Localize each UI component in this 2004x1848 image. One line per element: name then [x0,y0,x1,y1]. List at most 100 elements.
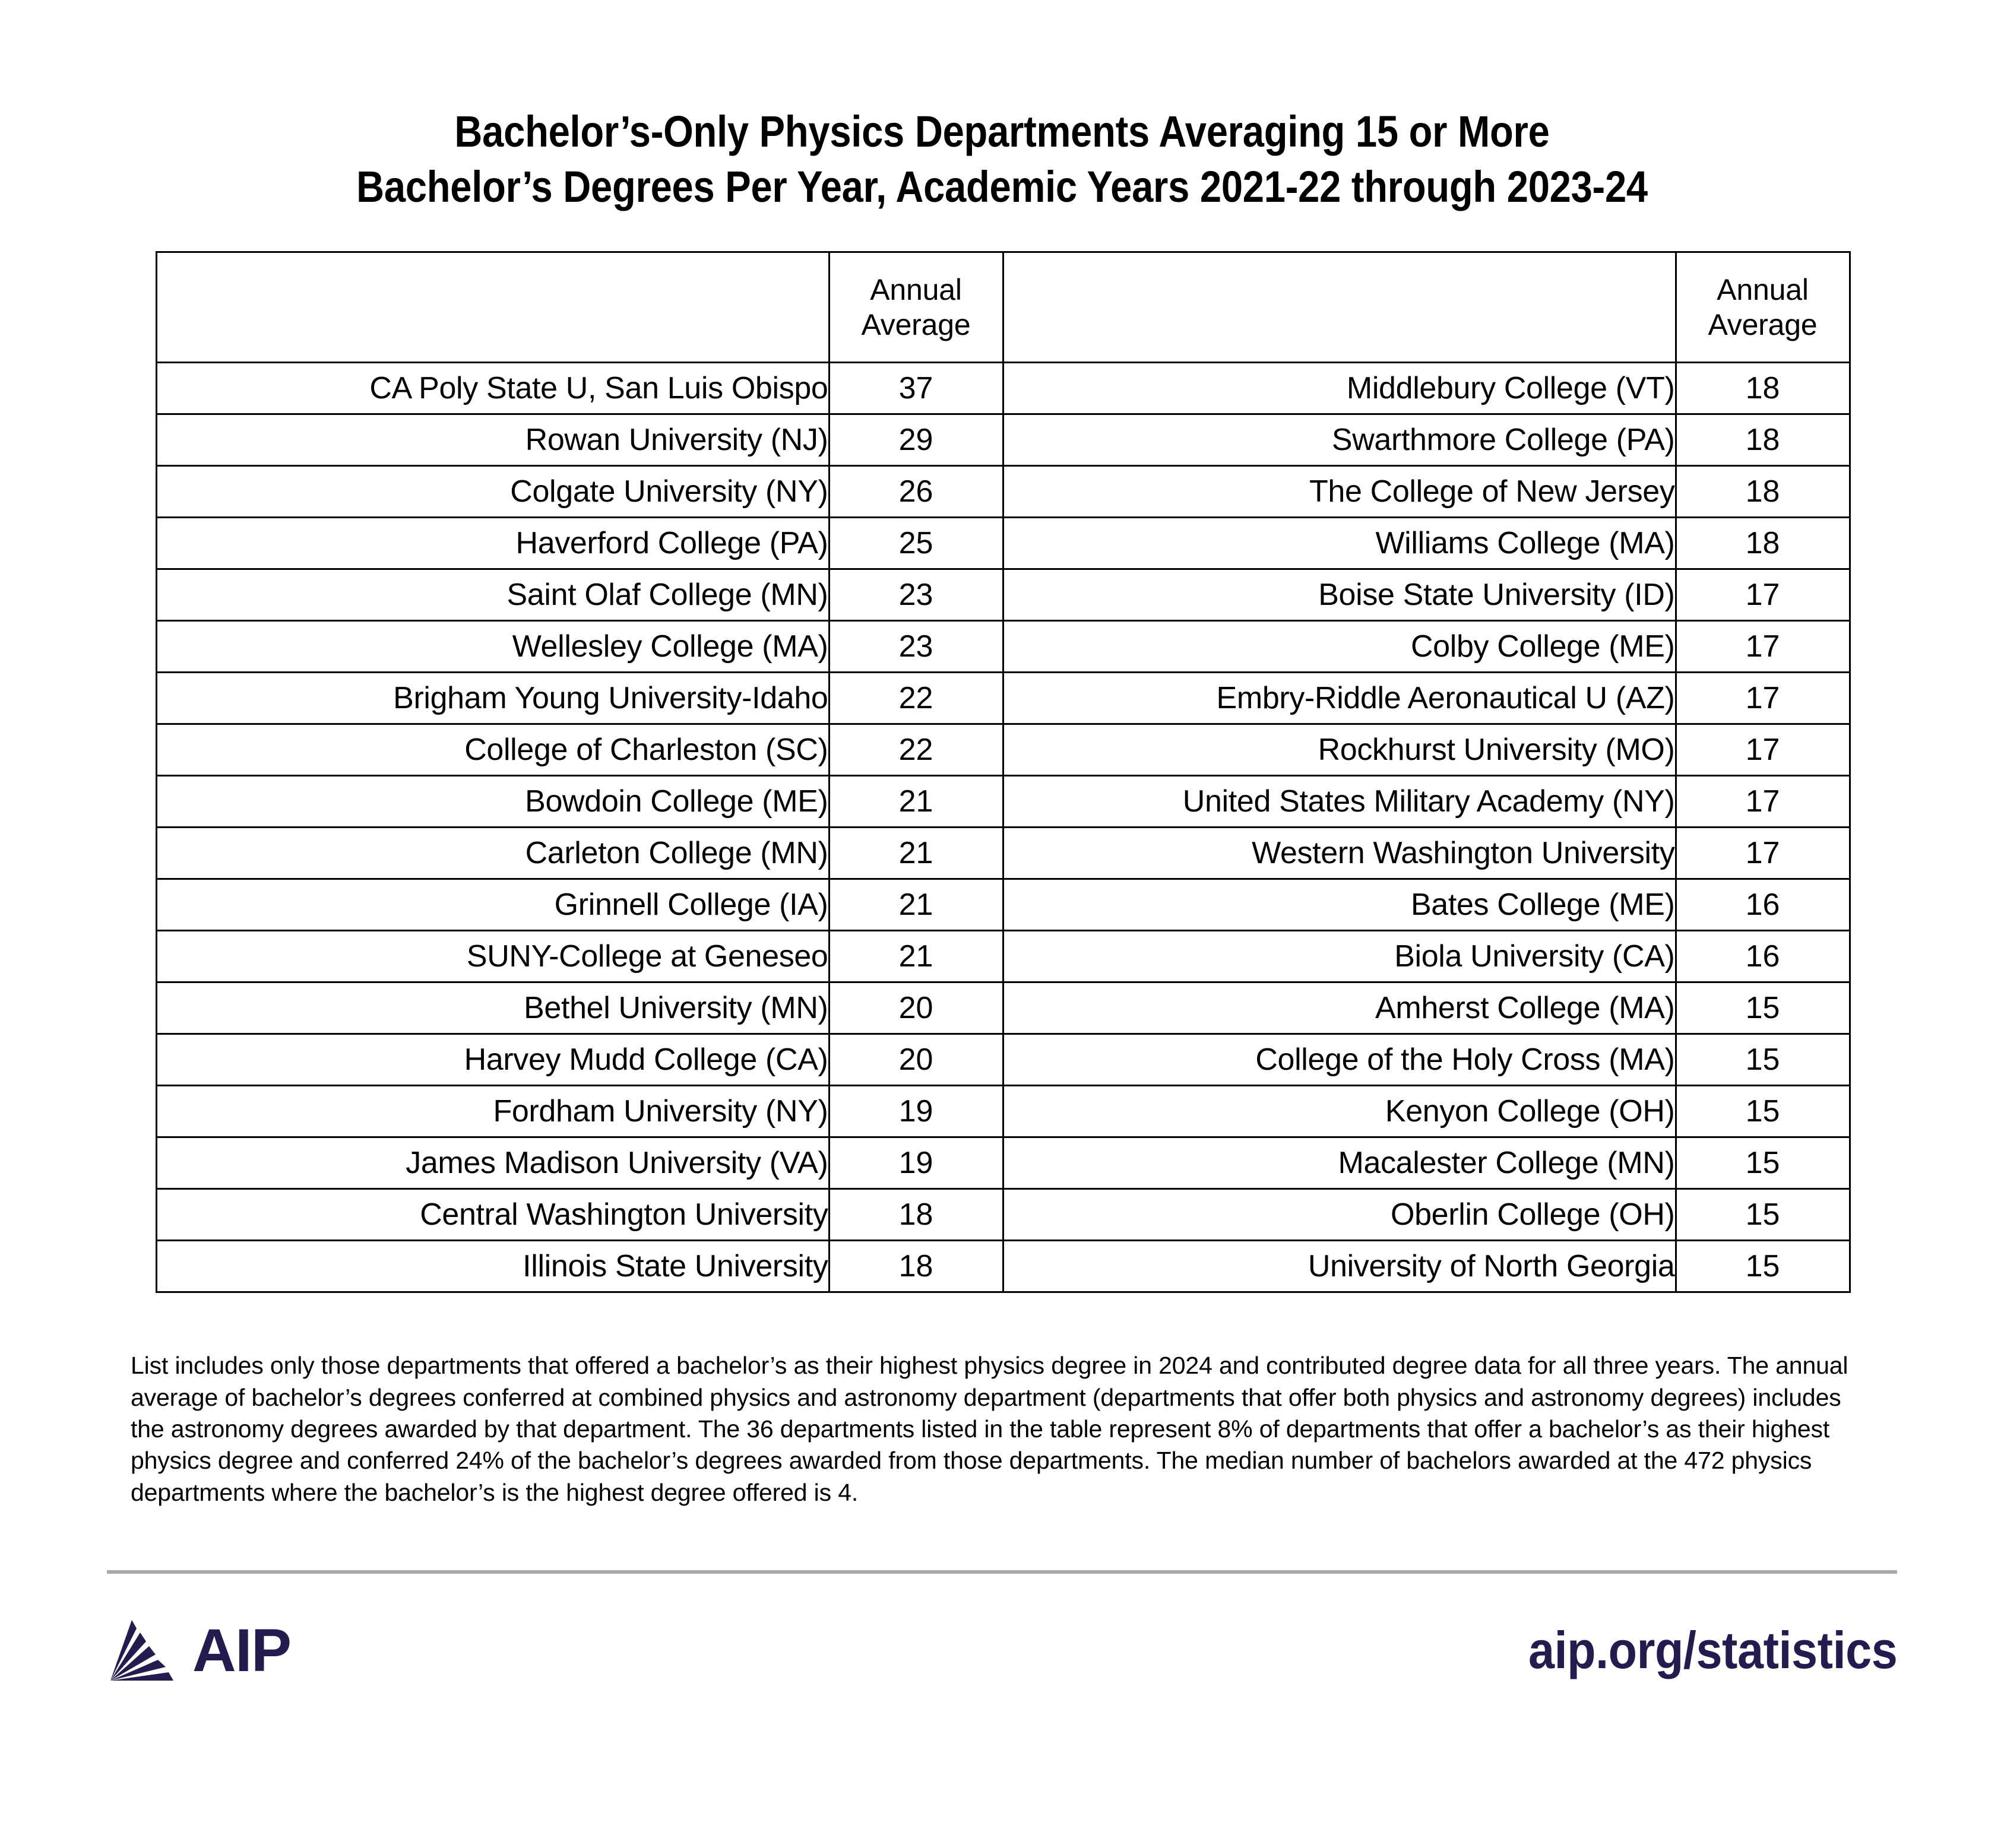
annual-average-right: 15 [1674,1188,1851,1242]
annual-average-right: 18 [1674,362,1851,416]
aip-logo: AIP [107,1615,292,1685]
column-header-annual-average-left-line2: Average [861,308,971,341]
annual-average-right: 15 [1674,981,1851,1035]
table-row: Fordham University (NY) 19 Kenyon College … [155,1085,1851,1139]
institution-name-left: James Madison University (VA) [155,1136,830,1190]
table-row: CA Poly State U, San Luis Obispo 37 Middle… [155,362,1851,416]
annual-average-left: 21 [828,826,1004,880]
annual-average-right: 18 [1674,413,1851,467]
institution-name-left: SUNY-College at Geneseo [155,930,830,984]
institution-name-right: Amherst College (MA) [1002,981,1677,1035]
annual-average-right: 17 [1674,568,1851,622]
annual-average-right: 16 [1674,878,1851,932]
annual-average-right: 15 [1674,1136,1851,1190]
annual-average-left: 22 [828,723,1004,777]
table-row: Brigham Young University-Idaho 22 Embry-Ri… [155,671,1851,725]
annual-average-right: 17 [1674,723,1851,777]
institution-name-left: CA Poly State U, San Luis Obispo [155,362,830,416]
column-header-annual-average-right-line1: Annual [1717,273,1809,307]
institution-name-left: Colgate University (NY) [155,465,830,519]
annual-average-left: 18 [828,1188,1004,1242]
page-title-line-2: Bachelor’s Degrees Per Year, Academic Ye… [356,162,1648,212]
annual-average-left: 26 [828,465,1004,519]
institution-name-right: Kenyon College (OH) [1002,1085,1677,1139]
institution-name-left: Bethel University (MN) [155,981,830,1035]
institution-name-left: Wellesley College (MA) [155,620,830,674]
institution-name-right: Boise State University (ID) [1002,568,1677,622]
institution-name-right: Swarthmore College (PA) [1002,413,1677,467]
institution-name-left: Saint Olaf College (MN) [155,568,830,622]
column-header-annual-average-left-line1: Annual [870,273,962,307]
table-row: College of Charleston (SC) 22 Rockhurst Un… [155,723,1851,777]
annual-average-left: 19 [828,1136,1004,1190]
institution-name-right: Western Washington University [1002,826,1677,880]
institution-name-left: Harvey Mudd College (CA) [155,1033,830,1087]
annual-average-left: 25 [828,516,1004,570]
table-row: Colgate University (NY) 26 The College of … [155,465,1851,519]
institution-name-right: United States Military Academy (NY) [1002,775,1677,829]
aip-statistics-url[interactable]: aip.org/statistics [1528,1620,1898,1679]
table-row: Bethel University (MN) 20 Amherst College … [155,981,1851,1035]
annual-average-left: 18 [828,1240,1004,1294]
column-header-annual-average-right: Annual Average [1674,251,1851,364]
footnote: List includes only those departments tha… [131,1352,1848,1506]
annual-average-left: 19 [828,1085,1004,1139]
annual-average-left: 21 [828,775,1004,829]
annual-average-right: 15 [1674,1033,1851,1087]
table-row: Harvey Mudd College (CA) 20 College of the… [155,1033,1851,1087]
page-title-line-1: Bachelor’s-Only Physics Departments Aver… [454,107,1550,156]
aip-fan-rays-icon [107,1615,177,1685]
column-header-institution-left [155,251,830,364]
table-row: Wellesley College (MA) 23 Colby College (M… [155,620,1851,674]
column-header-annual-average-right-line2: Average [1708,308,1818,341]
table-row: James Madison University (VA) 19 Macaleste… [155,1136,1851,1190]
table-row: Rowan University (NJ) 29 Swarthmore Colleg… [155,413,1851,467]
institution-name-right: College of the Holy Cross (MA) [1002,1033,1677,1087]
table-row: Grinnell College (IA) 21 Bates College (ME… [155,878,1851,932]
page-title: Bachelor’s-Only Physics Departments Aver… [0,0,2004,214]
footer: AIP aip.org/statistics [107,1615,1897,1685]
annual-average-right: 17 [1674,620,1851,674]
annual-average-left: 21 [828,878,1004,932]
table-row: Saint Olaf College (MN) 23 Boise State Uni… [155,568,1851,622]
institution-name-right: Middlebury College (VT) [1002,362,1677,416]
annual-average-right: 15 [1674,1240,1851,1294]
institution-name-left: Carleton College (MN) [155,826,830,880]
table-row: Carleton College (MN) 21 Western Washingto… [155,826,1851,880]
institution-name-left: Central Washington University [155,1188,830,1242]
table-row: Central Washington University 18 Oberlin C… [155,1188,1851,1242]
annual-average-right: 16 [1674,930,1851,984]
institution-name-right: Williams College (MA) [1002,516,1677,570]
institution-name-right: Bates College (ME) [1002,878,1677,932]
annual-average-right: 18 [1674,465,1851,519]
institution-name-right: Oberlin College (OH) [1002,1188,1677,1242]
table-row: Haverford College (PA) 25 Williams College… [155,516,1851,570]
institution-name-left: Bowdoin College (ME) [155,775,830,829]
table-row: Bowdoin College (ME) 21 United States Mili… [155,775,1851,829]
table-header-row: Annual Average Annual Average [155,251,1851,364]
departments-table: Annual Average Annual Average CA Poly St… [155,251,1851,1294]
institution-name-right: Macalester College (MN) [1002,1136,1677,1190]
institution-name-right: Rockhurst University (MO) [1002,723,1677,777]
institution-name-left: Rowan University (NJ) [155,413,830,467]
annual-average-left: 20 [828,981,1004,1035]
aip-wordmark: AIP [192,1616,292,1684]
institution-name-right: University of North Georgia [1002,1240,1677,1294]
annual-average-left: 37 [828,362,1004,416]
footer-divider [107,1570,1897,1574]
institution-name-left: Grinnell College (IA) [155,878,830,932]
annual-average-left: 20 [828,1033,1004,1087]
table-body: CA Poly State U, San Luis Obispo 37 Middle… [155,362,1851,1294]
institution-name-left: College of Charleston (SC) [155,723,830,777]
column-header-annual-average-left: Annual Average [828,251,1004,364]
institution-name-left: Haverford College (PA) [155,516,830,570]
institution-name-left: Brigham Young University-Idaho [155,671,830,725]
institution-name-right: Embry-Riddle Aeronautical U (AZ) [1002,671,1677,725]
table-header: Annual Average Annual Average [155,251,1851,364]
table-row: Illinois State University 18 University of… [155,1240,1851,1294]
annual-average-right: 15 [1674,1085,1851,1139]
institution-name-right: Biola University (CA) [1002,930,1677,984]
annual-average-left: 23 [828,620,1004,674]
departments-table-wrap: Annual Average Annual Average CA Poly St… [155,251,1851,1294]
